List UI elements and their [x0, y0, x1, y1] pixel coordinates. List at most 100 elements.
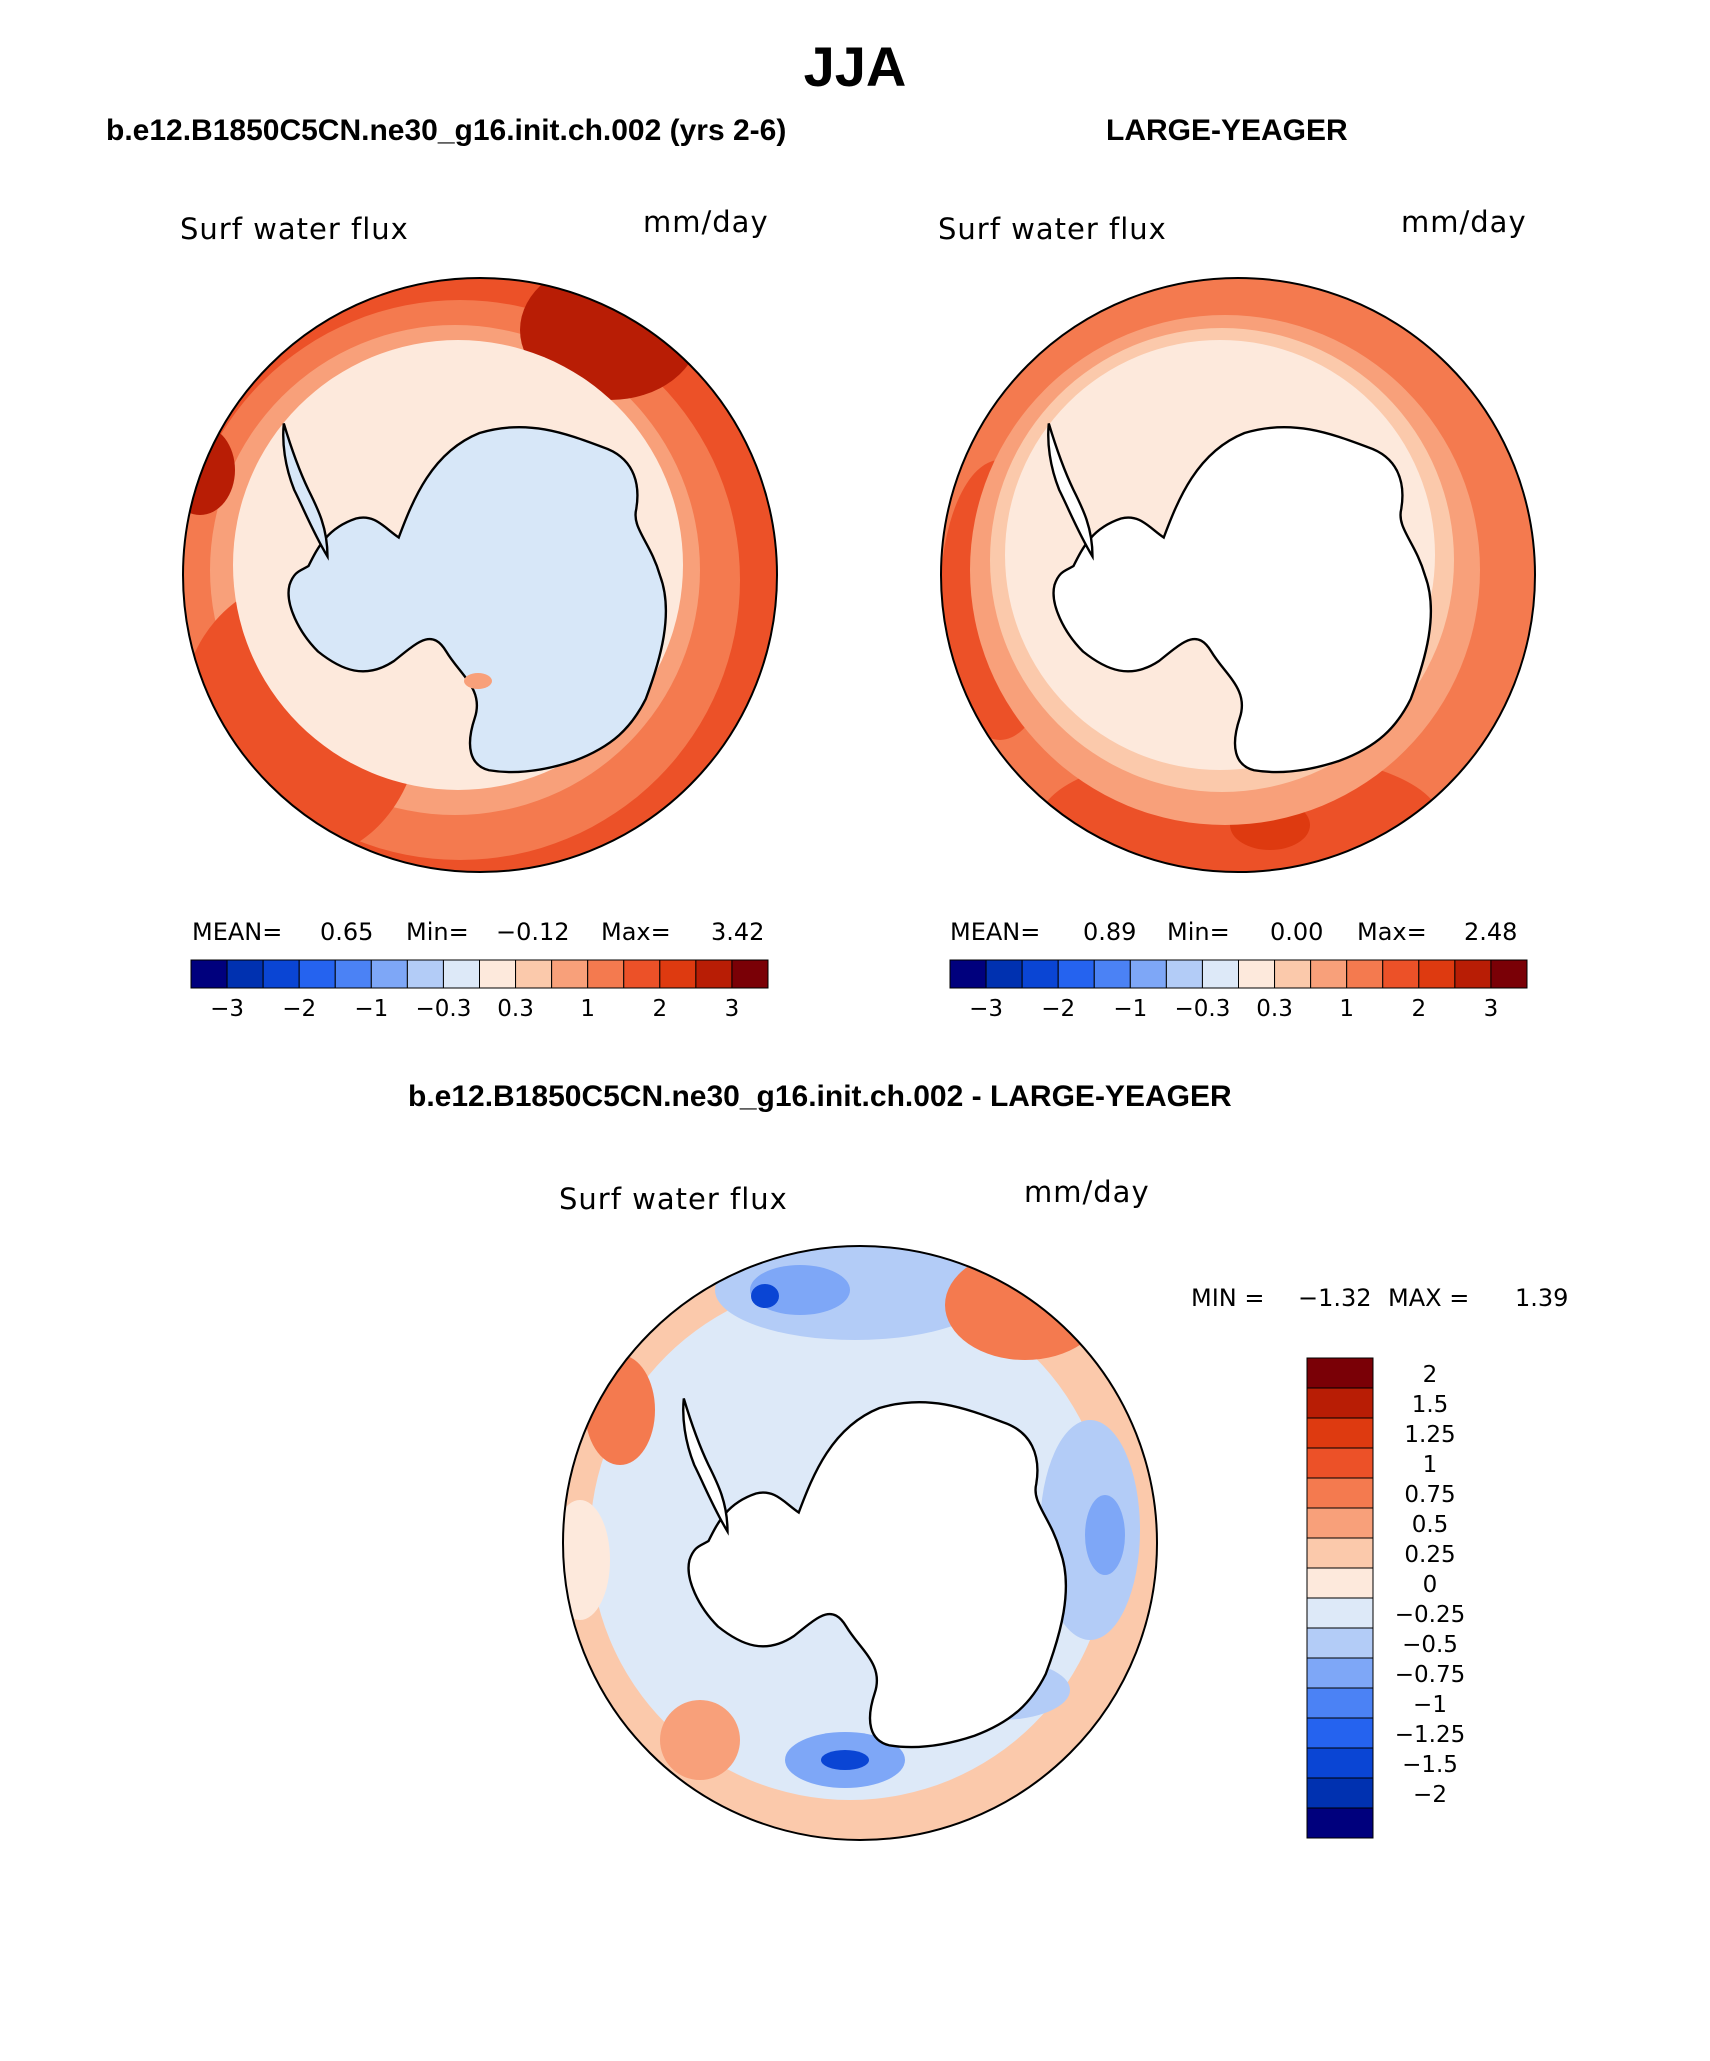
panel1-colorbar-cell — [226, 959, 264, 989]
diff-colorbar-cell — [1306, 1567, 1374, 1599]
panel1-colorbar-cell — [551, 959, 589, 989]
panel2-map-border — [940, 277, 1536, 873]
panel2-colorbar-cell — [1418, 959, 1456, 989]
panel1-colorbar-cell — [262, 959, 300, 989]
diff-colorbar-cell — [1306, 1747, 1374, 1779]
panel1-colorbar-cell — [190, 959, 228, 989]
diff-colorbar-cell — [1306, 1417, 1374, 1449]
panel1-colorbar-tick-label: −1 — [354, 996, 389, 1022]
panel2-colorbar-cell — [1310, 959, 1348, 989]
diff-colorbar-tick-label: −0.5 — [1402, 1632, 1458, 1658]
panel2-colorbar-tick-label: −0.3 — [1174, 996, 1231, 1022]
panel2-colorbar-cell — [949, 959, 987, 989]
panel1-colorbar-cell — [623, 959, 661, 989]
panel1-max-value: 3.42 — [711, 918, 765, 946]
panel1-map-border — [182, 277, 778, 873]
diff-colorbar-cell — [1306, 1777, 1374, 1809]
panel2-colorbar-cell — [1093, 959, 1131, 989]
panel2-colorbar-cell — [1382, 959, 1420, 989]
diff-units-label: mm/day — [1024, 1175, 1150, 1209]
diff-colorbar-tick-label: 1 — [1422, 1452, 1438, 1478]
panel1-colorbar-cell — [479, 959, 517, 989]
diff-colorbar-cell — [1306, 1357, 1374, 1389]
panel2-colorbar-tick-label: 0.3 — [1256, 996, 1293, 1022]
diff-min-value: −1.32 — [1298, 1284, 1372, 1312]
page-title: JJA — [803, 35, 907, 98]
panel2-min-label: Min= — [1167, 918, 1230, 946]
panel2-units-label: mm/day — [1401, 205, 1527, 239]
diff-colorbar-cell — [1306, 1687, 1374, 1719]
panel1-colorbar-cell — [442, 959, 480, 989]
panel1-colorbar-cell — [406, 959, 444, 989]
diff-colorbar-tick-label: 1.25 — [1404, 1422, 1456, 1448]
panel2-min-value: 0.00 — [1270, 918, 1324, 946]
panel1-colorbar-tick-label: −0.3 — [415, 996, 472, 1022]
panel2-colorbar — [949, 959, 1528, 989]
panel1-colorbar-tick-label: 2 — [652, 996, 668, 1022]
panel2-mean-value: 0.89 — [1083, 918, 1137, 946]
panel1-mean-label: MEAN= — [192, 918, 283, 946]
diff-colorbar-tick-label: −1.5 — [1402, 1752, 1458, 1778]
panel1-colorbar-cell — [370, 959, 408, 989]
panel2-colorbar-cell — [1490, 959, 1528, 989]
panel1-colorbar-tick-label: 1 — [580, 996, 595, 1022]
diff-colorbar-cell — [1306, 1627, 1374, 1659]
panel1-colorbar-cell — [334, 959, 372, 989]
panel2-case-title: LARGE-YEAGER — [1106, 114, 1348, 147]
diff-colorbar-cell — [1306, 1717, 1374, 1749]
panel1-mean-value: 0.65 — [320, 918, 374, 946]
panel2-colorbar-cell — [1165, 959, 1203, 989]
diff-colorbar-tick-label: 0.25 — [1404, 1542, 1456, 1568]
panel2-colorbar-cell — [1057, 959, 1095, 989]
panel2-colorbar-tick-label: 3 — [1483, 996, 1499, 1022]
panel2-colorbar-tick-label: −2 — [1041, 996, 1076, 1022]
panel2-colorbar-cell — [1346, 959, 1384, 989]
panel1-colorbar-cell — [515, 959, 553, 989]
diff-colorbar-tick-label: 0.75 — [1404, 1482, 1456, 1508]
diff-colorbar-tick-label: −0.25 — [1394, 1602, 1466, 1628]
panel2-colorbar-cell — [1129, 959, 1167, 989]
diff-case-title: b.e12.B1850C5CN.ne30_g16.init.ch.002 - L… — [408, 1080, 1232, 1113]
panel1-colorbar-tick-label: −3 — [210, 996, 245, 1022]
panel1-units-label: mm/day — [643, 205, 769, 239]
panel2-map — [941, 278, 1535, 872]
diff-max-label: MAX = — [1388, 1284, 1470, 1312]
panel1-min-label: Min= — [406, 918, 469, 946]
panel2-colorbar-cell — [1021, 959, 1059, 989]
diff-colorbar-cell — [1306, 1387, 1374, 1419]
diff-max-value: 1.39 — [1515, 1284, 1569, 1312]
diff-colorbar-tick-label: −1 — [1413, 1692, 1447, 1718]
panel2-colorbar-cell — [1238, 959, 1276, 989]
panel2-colorbar-cell — [1201, 959, 1239, 989]
diff-colorbar-tick-label: 1.5 — [1411, 1392, 1449, 1418]
panel2-max-label: Max= — [1357, 918, 1427, 946]
panel2-colorbar-cell — [985, 959, 1023, 989]
panel2-colorbar-tick-label: −3 — [969, 996, 1004, 1022]
diff-colorbar-tick-label: 0.5 — [1411, 1512, 1449, 1538]
diff-colorbar-cell — [1306, 1537, 1374, 1569]
panel1-colorbar-cell — [298, 959, 336, 989]
panel2-variable-label: Surf water flux — [938, 212, 1167, 246]
diff-colorbar-tick-label: 2 — [1422, 1362, 1438, 1388]
diff-colorbar-cell — [1306, 1807, 1374, 1839]
panel1-colorbar-cell — [695, 959, 733, 989]
diff-colorbar — [1306, 1357, 1374, 1839]
panel1-colorbar-cell — [659, 959, 697, 989]
panel1-colorbar-cell — [731, 959, 769, 989]
diff-map — [563, 1246, 1157, 1840]
diff-colorbar-cell — [1306, 1597, 1374, 1629]
diff-colorbar-cell — [1306, 1657, 1374, 1689]
panel2-max-value: 2.48 — [1464, 918, 1518, 946]
diff-variable-label: Surf water flux — [559, 1182, 788, 1216]
panel2-colorbar-cell — [1274, 959, 1312, 989]
panel2-colorbar-cell — [1454, 959, 1492, 989]
diff-min-label: MIN = — [1191, 1284, 1265, 1312]
panel2-colorbar-tick-label: 2 — [1411, 996, 1427, 1022]
panel1-map — [183, 278, 777, 872]
diff-colorbar-cell — [1306, 1507, 1374, 1539]
panel2-mean-label: MEAN= — [950, 918, 1041, 946]
panel1-colorbar-tick-label: 0.3 — [497, 996, 534, 1022]
diff-colorbar-tick-label: −0.75 — [1394, 1662, 1466, 1688]
diff-colorbar-cell — [1306, 1477, 1374, 1509]
